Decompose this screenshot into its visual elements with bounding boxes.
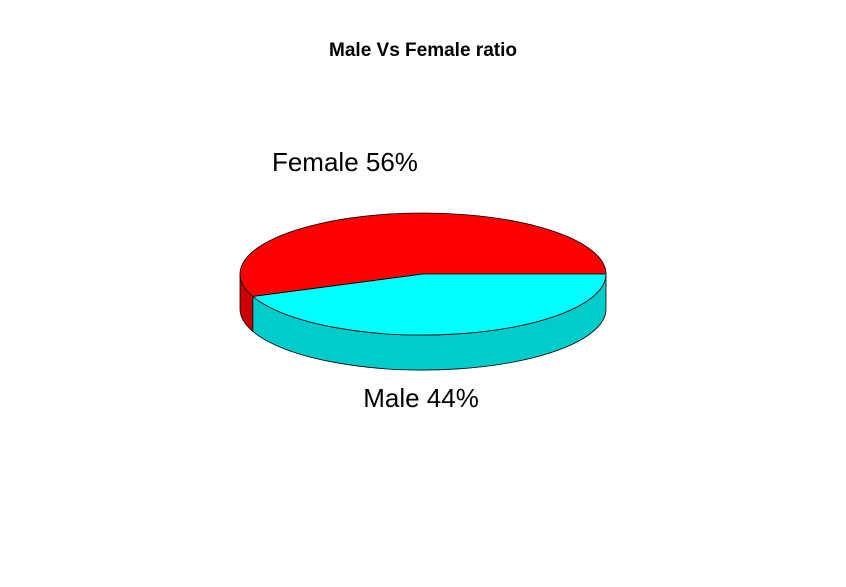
pie-label-female-56: Female 56% xyxy=(272,147,418,177)
pie-labels: Female 56% Male 44% xyxy=(272,147,479,413)
pie-slice-male-44 xyxy=(251,273,607,336)
pie-slice-female-56 xyxy=(239,212,607,297)
pie-label-male-44: Male 44% xyxy=(363,383,479,413)
chart-title: Male Vs Female ratio xyxy=(329,40,517,61)
pie-top-faces xyxy=(239,212,607,336)
